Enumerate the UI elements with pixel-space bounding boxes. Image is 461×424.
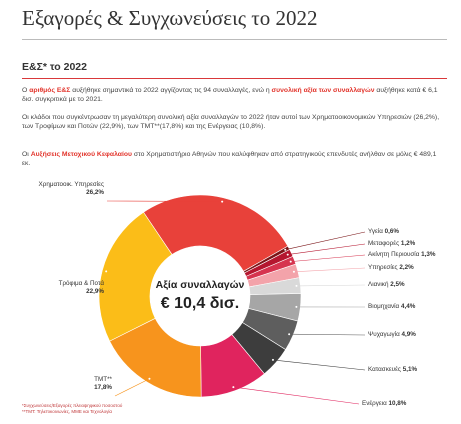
segment-label: Υπηρεσίες 2,2% [368,264,414,272]
footnotes: *Συγχωνεύσεις/Εξαγορές πλειοψηφικού ποσο… [22,403,122,415]
text: αυξήθηκε κατά € 6,1 δισ. συγκριτικά με τ… [22,87,438,103]
value-label: 22,9% [86,288,104,295]
footnote: **TMT: Τηλεπικοινωνίες, ΜΜΕ και Τεχνολογ… [22,409,112,414]
leader-line [287,243,366,255]
category-label: Μεταφορές [368,240,400,247]
value-label: 1,3% [421,251,436,258]
leader-line [285,231,366,251]
category-label: Βιομηχανία [368,303,400,310]
value-label: 26,2% [86,189,104,196]
highlight: συνολική αξία των συναλλαγών [271,87,375,94]
footnote: *Συγχωνεύσεις/Εξαγορές πλειοψηφικού ποσο… [22,403,123,408]
category-label: Υπηρεσίες [368,264,398,271]
category-label: Λιανική [368,281,389,288]
section-underline [22,78,447,79]
value-label: 0,6% [384,228,400,235]
category-label: Υγεία [368,228,383,235]
text: Ο [22,87,30,94]
leader-dot [292,270,295,273]
paragraph: Οι Αυξήσεις Μετοχικού Κεφαλαίου στο Χρημ… [22,150,442,168]
page-title: Εξαγορές & Συγχωνεύσεις το 2022 [22,6,318,30]
leader-dot [289,260,292,263]
segment-label: TMT** 17,8% [30,376,112,392]
leader-line [272,359,366,371]
leader-dot [148,377,151,380]
leader-line [106,200,223,202]
category-label: Ακίνητη Περιουσία [368,251,420,258]
segment-label: Κατασκευές 5,1% [368,366,417,374]
segment-label: Χρηματοοικ. Υπηρεσίες 26,2% [22,181,104,197]
segment-label: Υγεία 0,6% [368,228,399,236]
segment-label: Ψυχαγωγία 4,9% [368,331,416,339]
value-label: 10,8% [388,400,407,407]
highlight: αριθμός Ε&Σ [29,87,71,94]
leader-dot [295,305,298,308]
donut-segment [98,211,173,342]
text: Οι κλάδοι που συγκέντρωσαν τη μεγαλύτερη… [22,114,440,130]
leader-line [233,386,360,405]
category-label: Κατασκευές [368,366,401,373]
value-label: 4,4% [400,303,416,310]
category-label: TMT** [94,376,112,383]
leader-dot [295,284,298,287]
text: Οι [22,151,31,158]
category-label: Τρόφιμα & Ποτά [58,280,104,287]
value-label: 1,2% [400,240,416,247]
leader-line [105,271,108,301]
leader-dot [286,253,289,256]
leader-dot [221,200,224,203]
center-value: € 10,4 δισ. [161,295,239,312]
segment-label: Βιομηχανία 4,4% [368,303,415,311]
value-label: 17,8% [94,384,112,391]
segment-label: Ακίνητη Περιουσία 1,3% [368,251,435,259]
segment-label: Ενέργεια 10,8% [362,400,406,408]
value-label: 4,9% [401,331,416,338]
leader-dot [284,248,287,251]
divider [22,39,447,40]
leader-line [114,378,150,397]
section-title: Ε&Σ* το 2022 [22,61,87,73]
center-label: Αξία συναλλαγών [156,279,245,291]
value-label: 5,1% [402,366,418,373]
leader-line [290,254,366,262]
paragraph: Ο αριθμός Ε&Σ αυξήθηκε σημαντικά το 2022… [22,86,442,104]
segment-label: Λιανική 2,5% [368,281,405,289]
leader-line [289,333,366,336]
category-label: Χρηματοοικ. Υπηρεσίες [38,181,104,188]
category-label: Ενέργεια [362,400,387,407]
donut-hole [151,247,249,345]
highlight: Αυξήσεις Μετοχικού Κεφαλαίου [30,151,132,158]
leader-dot [232,386,235,389]
category-label: Ψυχαγωγία [368,331,400,338]
segment-label: Τρόφιμα & Ποτά 22,9% [22,280,104,296]
leader-line [293,267,366,273]
leader-dot [288,333,291,336]
value-label: 2,5% [390,281,405,288]
value-label: 2,2% [399,264,414,271]
segment-label: Μεταφορές 1,2% [368,240,415,248]
text: στο Χρηματιστήριο Αθηνών που καλύφθηκαν … [22,151,437,167]
paragraph: Οι κλάδοι που συγκέντρωσαν τη μεγαλύτερη… [22,113,442,131]
leader-dot [271,358,274,361]
text: αυξήθηκε σημαντικά το 2022 αγγίζοντας τι… [70,87,272,94]
leader-line [296,284,366,287]
leader-dot [105,270,108,273]
donut-segment [143,194,289,272]
